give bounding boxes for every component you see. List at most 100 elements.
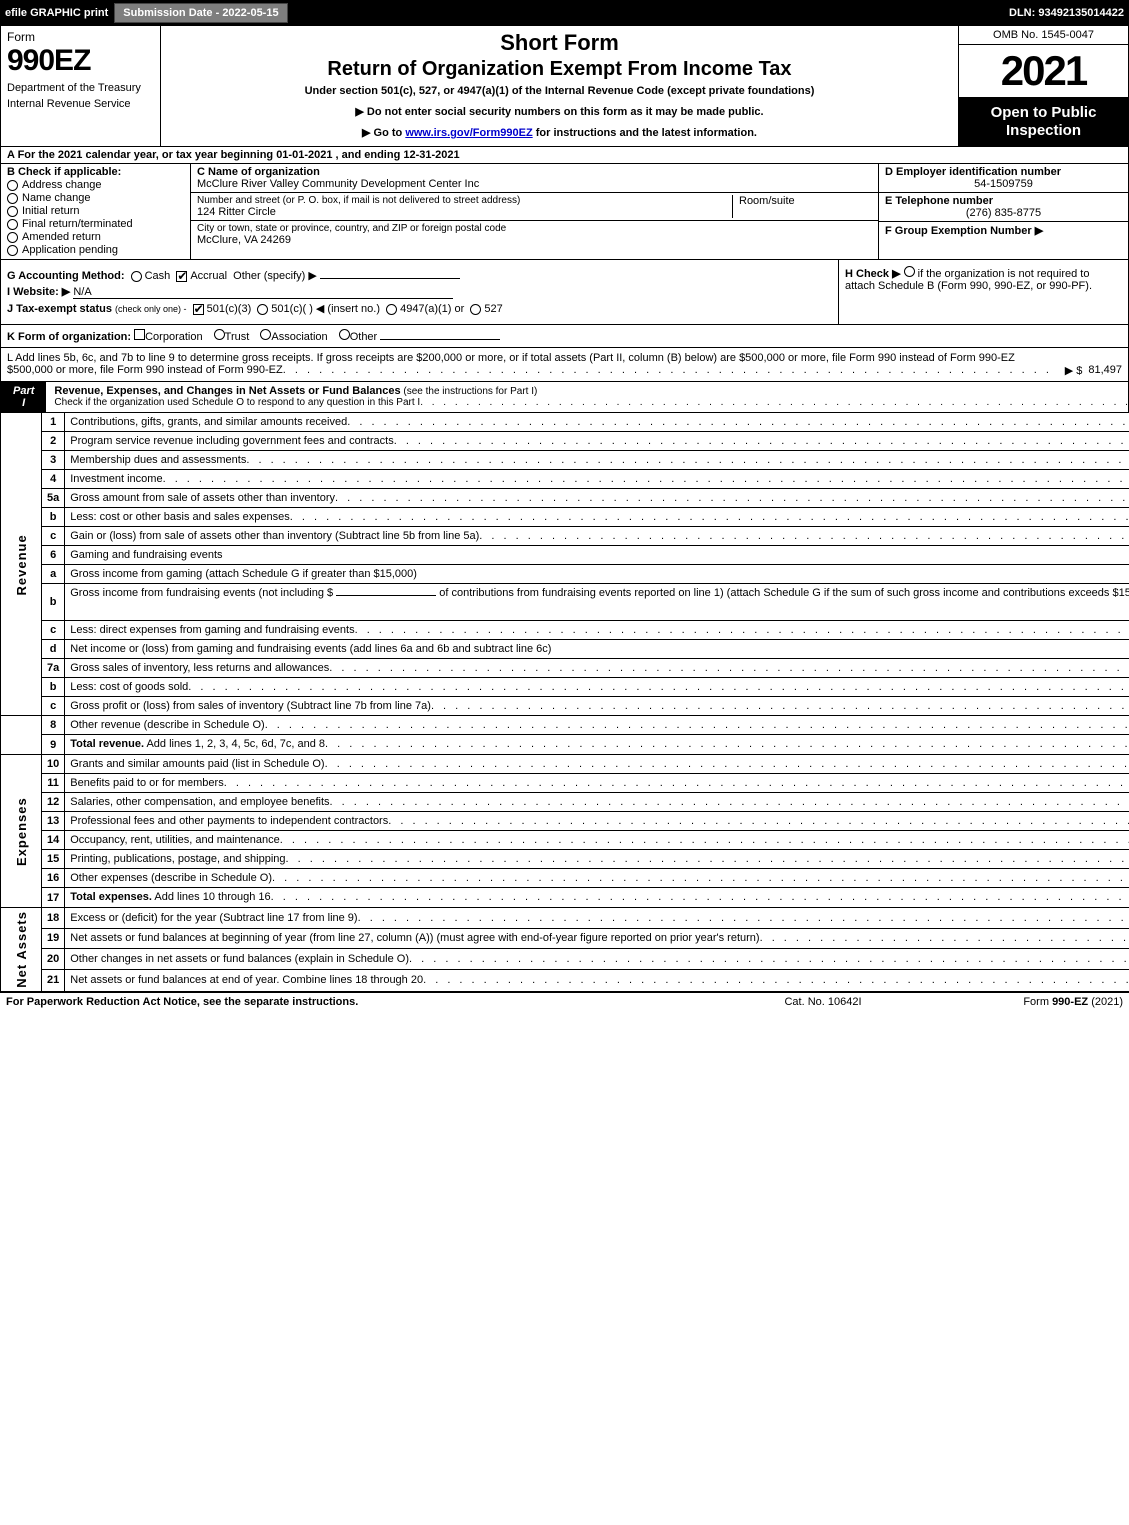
l-text: L Add lines 5b, 6c, and 7b to line 9 to … bbox=[7, 352, 1122, 364]
subtitle: Under section 501(c), 527, or 4947(a)(1)… bbox=[169, 85, 950, 97]
street: 124 Ritter Circle bbox=[197, 206, 732, 218]
line-6b: b Gross income from fundraising events (… bbox=[1, 584, 1129, 603]
chk-address-change[interactable]: Address change bbox=[7, 179, 184, 191]
street-label: Number and street (or P. O. box, if mail… bbox=[197, 195, 732, 206]
ein-label: D Employer identification number bbox=[885, 166, 1061, 178]
line-6d: d Net income or (loss) from gaming and f… bbox=[1, 640, 1129, 659]
g-accounting: G Accounting Method: Cash Accrual Other … bbox=[7, 269, 832, 282]
ein: 54-1509759 bbox=[885, 178, 1122, 190]
radio-cash[interactable] bbox=[131, 271, 142, 282]
line-10: Expenses 10 Grants and similar amounts p… bbox=[1, 755, 1129, 774]
part1-tab: Part I bbox=[1, 382, 46, 412]
line-4: 4 Investment income 4 5 bbox=[1, 470, 1129, 489]
h-pre: H Check ▶ bbox=[845, 268, 904, 280]
line-5c: c Gain or (loss) from sale of assets oth… bbox=[1, 527, 1129, 546]
tel-cell: E Telephone number (276) 835-8775 bbox=[879, 193, 1128, 222]
other-specify-input[interactable] bbox=[320, 278, 460, 279]
chk-application-pending[interactable]: Application pending bbox=[7, 244, 184, 256]
line-18: Net Assets 18 Excess or (deficit) for th… bbox=[1, 908, 1129, 929]
irs-link[interactable]: www.irs.gov/Form990EZ bbox=[405, 127, 532, 139]
note2-post: for instructions and the latest informat… bbox=[533, 127, 757, 139]
other-org-input[interactable] bbox=[380, 339, 500, 340]
footer-right: Form 990-EZ (2021) bbox=[923, 996, 1123, 1008]
omb-number: OMB No. 1545-0047 bbox=[959, 26, 1128, 45]
chk-trust[interactable] bbox=[214, 329, 225, 340]
room-suite: Room/suite bbox=[732, 195, 872, 218]
website-value: N/A bbox=[73, 286, 453, 299]
line-14: 14 Occupancy, rent, utilities, and maint… bbox=[1, 831, 1129, 850]
group-label: F Group Exemption Number ▶ bbox=[885, 225, 1043, 237]
chk-name-change[interactable]: Name change bbox=[7, 192, 184, 204]
part1-header: Part I Revenue, Expenses, and Changes in… bbox=[0, 382, 1129, 413]
chk-assoc[interactable] bbox=[260, 329, 271, 340]
submission-date: Submission Date - 2022-05-15 bbox=[114, 3, 287, 23]
short-form-title: Short Form bbox=[169, 30, 950, 56]
chk-corp[interactable] bbox=[134, 329, 145, 340]
efile-label[interactable]: efile GRAPHIC print bbox=[5, 7, 108, 19]
footer-cat: Cat. No. 10642I bbox=[723, 996, 923, 1008]
city-label: City or town, state or province, country… bbox=[197, 223, 872, 234]
chk-4947[interactable] bbox=[386, 304, 397, 315]
b-header: B Check if applicable: bbox=[7, 166, 184, 178]
expenses-vlabel: Expenses bbox=[1, 755, 42, 908]
room-label: Room/suite bbox=[739, 195, 795, 207]
chk-initial-return[interactable]: Initial return bbox=[7, 205, 184, 217]
line-3: 3 Membership dues and assessments 3 bbox=[1, 451, 1129, 470]
i-website: I Website: ▶ N/A bbox=[7, 285, 832, 299]
line-16: 16 Other expenses (describe in Schedule … bbox=[1, 869, 1129, 888]
j-label: J Tax-exempt status bbox=[7, 303, 112, 315]
chk-other-org[interactable] bbox=[339, 329, 350, 340]
note-ssn: ▶ Do not enter social security numbers o… bbox=[169, 105, 950, 118]
line-15: 15 Printing, publications, postage, and … bbox=[1, 850, 1129, 869]
chk-final-return[interactable]: Final return/terminated bbox=[7, 218, 184, 230]
org-name-label: C Name of organization bbox=[197, 166, 872, 178]
j-sub: (check only one) - bbox=[115, 304, 187, 314]
section-bcdef: B Check if applicable: Address change Na… bbox=[0, 164, 1129, 260]
form-id-block: Form 990EZ Department of the Treasury In… bbox=[1, 26, 161, 146]
org-name-row: C Name of organization McClure River Val… bbox=[191, 164, 878, 193]
section-l: L Add lines 5b, 6c, and 7b to line 9 to … bbox=[0, 348, 1129, 382]
line-13: 13 Professional fees and other payments … bbox=[1, 812, 1129, 831]
line-19: 19 Net assets or fund balances at beginn… bbox=[1, 928, 1129, 949]
radio-accrual[interactable] bbox=[176, 271, 187, 282]
note2-pre: ▶ Go to bbox=[362, 127, 405, 139]
chk-501c[interactable] bbox=[257, 304, 268, 315]
line-2: 2 Program service revenue including gove… bbox=[1, 432, 1129, 451]
line-7a: 7a Gross sales of inventory, less return… bbox=[1, 659, 1129, 678]
group-cell: F Group Exemption Number ▶ bbox=[879, 222, 1128, 239]
dept-treasury: Department of the Treasury bbox=[7, 82, 154, 94]
tel-label: E Telephone number bbox=[885, 195, 993, 207]
chk-amended-return[interactable]: Amended return bbox=[7, 231, 184, 243]
line-8: 8 Other revenue (describe in Schedule O)… bbox=[1, 716, 1129, 735]
dept-irs: Internal Revenue Service bbox=[7, 98, 154, 110]
header-right: OMB No. 1545-0047 2021 Open to Public In… bbox=[958, 26, 1128, 146]
l-arrow: ▶ $ bbox=[1059, 364, 1083, 377]
g-left: G Accounting Method: Cash Accrual Other … bbox=[1, 260, 838, 324]
line-21: 21 Net assets or fund balances at end of… bbox=[1, 969, 1129, 991]
k-label: K Form of organization: bbox=[7, 331, 131, 343]
i-label: I Website: ▶ bbox=[7, 286, 70, 298]
netassets-vlabel: Net Assets bbox=[1, 908, 42, 992]
section-def: D Employer identification number 54-1509… bbox=[878, 164, 1128, 259]
fundraising-amount-input[interactable] bbox=[336, 595, 436, 596]
dots bbox=[283, 364, 1059, 377]
line-6: 6 Gaming and fundraising events bbox=[1, 546, 1129, 565]
line-1: Revenue 1 Contributions, gifts, grants, … bbox=[1, 413, 1129, 432]
j-tax-exempt: J Tax-exempt status (check only one) - 5… bbox=[7, 302, 832, 315]
note-link: ▶ Go to www.irs.gov/Form990EZ for instru… bbox=[169, 126, 950, 139]
checkbox-icon bbox=[7, 180, 18, 191]
chk-501c3[interactable] bbox=[193, 304, 204, 315]
revenue-vlabel: Revenue bbox=[1, 413, 42, 716]
section-ghij: G Accounting Method: Cash Accrual Other … bbox=[0, 260, 1129, 325]
section-c: C Name of organization McClure River Val… bbox=[191, 164, 878, 259]
dln: DLN: 93492135014422 bbox=[1009, 7, 1124, 19]
line-9: 9 Total revenue. Add lines 1, 2, 3, 4, 5… bbox=[1, 735, 1129, 755]
city: McClure, VA 24269 bbox=[197, 234, 872, 246]
chk-h[interactable] bbox=[904, 266, 915, 277]
checkbox-icon bbox=[7, 232, 18, 243]
part1-check-text: Check if the organization used Schedule … bbox=[54, 397, 420, 408]
chk-527[interactable] bbox=[470, 304, 481, 315]
g-label: G Accounting Method: bbox=[7, 270, 125, 282]
ein-cell: D Employer identification number 54-1509… bbox=[879, 164, 1128, 193]
form-header: Form 990EZ Department of the Treasury In… bbox=[0, 26, 1129, 147]
